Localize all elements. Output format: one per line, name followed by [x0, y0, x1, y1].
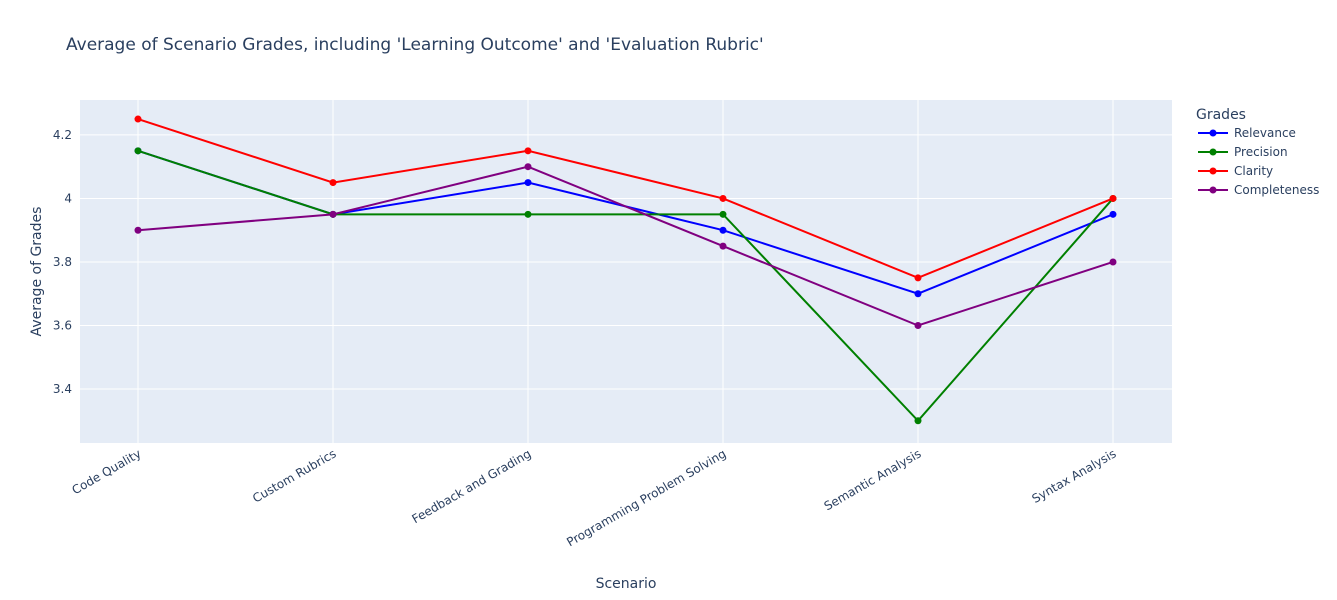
y-axis-ticks: 3.4 3.6 3.8 4 4.2 — [53, 128, 72, 396]
legend-swatch-marker — [1209, 186, 1217, 194]
y-tick-label: 3.8 — [53, 255, 72, 269]
data-point[interactable] — [719, 210, 727, 218]
data-point[interactable] — [524, 179, 532, 187]
legend-swatch-marker — [1209, 167, 1217, 175]
legend-label: Relevance — [1234, 126, 1296, 140]
data-point[interactable] — [329, 179, 337, 187]
legend-swatch-marker — [1209, 148, 1217, 156]
data-point[interactable] — [719, 194, 727, 202]
x-axis-ticks: Code Quality Custom Rubrics Feedback and G… — [69, 446, 1118, 549]
legend-label: Precision — [1234, 145, 1288, 159]
legend-item-clarity[interactable]: Clarity — [1198, 164, 1273, 178]
x-axis-title: Scenario — [596, 576, 657, 592]
x-tick-label: Feedback and Grading — [409, 446, 533, 526]
data-point[interactable] — [524, 163, 532, 171]
data-point[interactable] — [1109, 210, 1117, 218]
series-line — [137, 118, 1114, 279]
legend-label: Clarity — [1234, 164, 1273, 178]
x-tick-label: Code Quality — [69, 446, 143, 497]
legend-label: Completeness — [1234, 183, 1319, 197]
legend-title: Grades — [1196, 107, 1246, 123]
series-clarity — [134, 115, 1117, 282]
y-tick-label: 4.2 — [53, 128, 72, 142]
y-tick-label: 3.6 — [53, 318, 72, 332]
data-point[interactable] — [134, 147, 142, 155]
data-point[interactable] — [914, 321, 922, 329]
data-point[interactable] — [914, 417, 922, 425]
data-point[interactable] — [914, 290, 922, 298]
x-tick-label: Programming Problem Solving — [564, 446, 728, 549]
data-point[interactable] — [134, 115, 142, 123]
y-tick-label: 3.4 — [53, 382, 72, 396]
x-tick-label: Semantic Analysis — [822, 446, 924, 513]
data-point[interactable] — [524, 210, 532, 218]
x-gridlines — [137, 100, 1114, 443]
legend-item-relevance[interactable]: Relevance — [1198, 126, 1296, 140]
data-point[interactable] — [719, 226, 727, 234]
x-tick-label: Syntax Analysis — [1029, 446, 1118, 505]
legend-item-precision[interactable]: Precision — [1198, 145, 1288, 159]
y-axis-title: Average of Grades — [29, 207, 45, 337]
legend-swatch-marker — [1209, 129, 1217, 137]
series-lines — [134, 115, 1117, 425]
data-point[interactable] — [134, 226, 142, 234]
legend[interactable]: Grades Relevance Precision Clarity Complete… — [1196, 107, 1319, 197]
y-tick-label: 4 — [64, 191, 72, 205]
series-line — [137, 149, 1114, 423]
legend-item-completeness[interactable]: Completeness — [1198, 183, 1319, 197]
x-tick-label: Custom Rubrics — [250, 446, 338, 505]
data-point[interactable] — [329, 210, 337, 218]
plot-area — [80, 100, 1172, 443]
data-point[interactable] — [914, 274, 922, 282]
y-gridlines — [80, 134, 1172, 390]
chart-title: Average of Scenario Grades, including 'L… — [66, 35, 764, 55]
series-completeness — [134, 163, 1117, 329]
series-line — [137, 165, 1114, 327]
data-point[interactable] — [1109, 258, 1117, 266]
data-point[interactable] — [719, 242, 727, 250]
data-point[interactable] — [1109, 194, 1117, 202]
data-point[interactable] — [524, 147, 532, 155]
